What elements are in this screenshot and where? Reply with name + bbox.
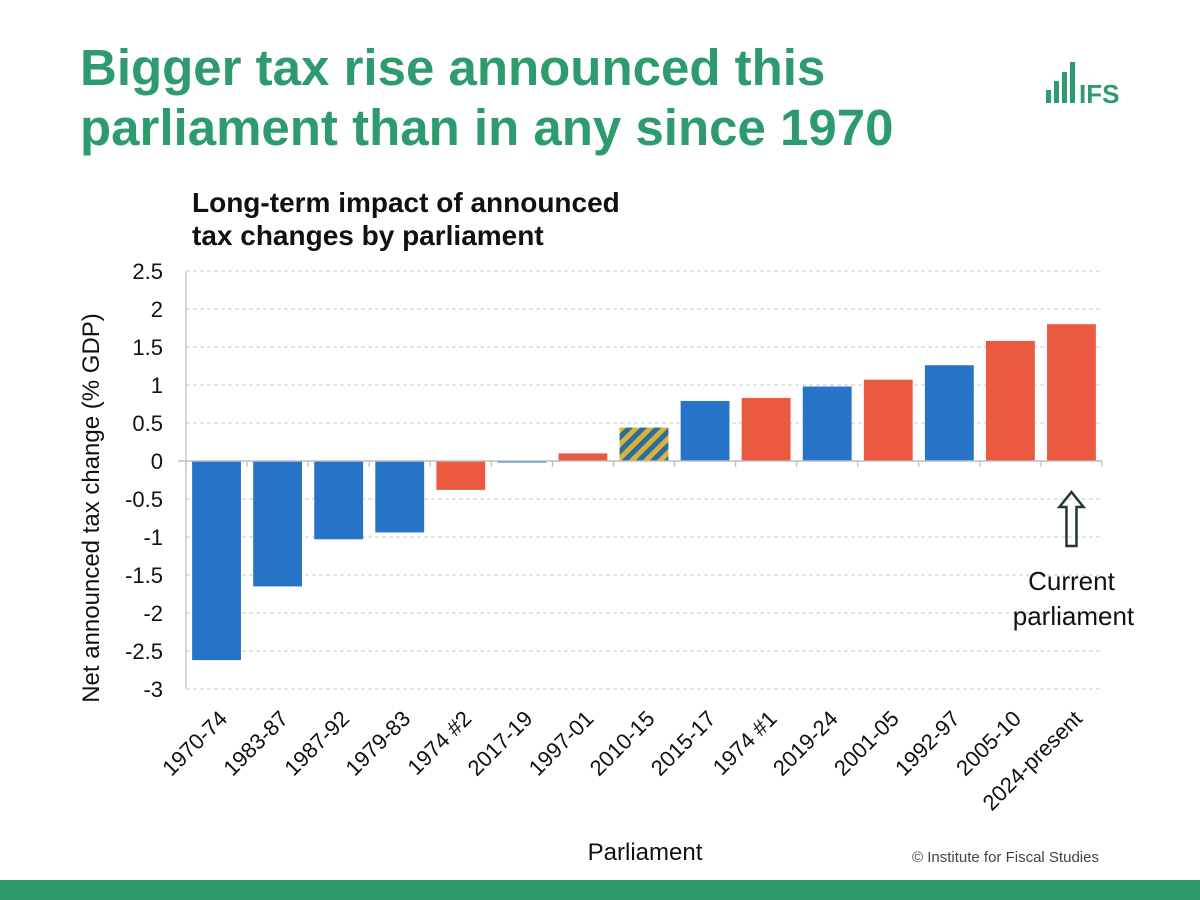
logo-bar-3 xyxy=(1062,72,1067,103)
annotation-line-2: parliament xyxy=(1013,601,1135,631)
chart-title-line-2: tax changes by parliament xyxy=(192,220,544,251)
bar-2015-17 xyxy=(680,400,730,461)
headline-line-2: parliament than in any since 1970 xyxy=(80,99,894,156)
x-tick-label: 1997-01 xyxy=(524,706,599,781)
y-tick-labels: 2.5 2 1.5 1 0.5 0 -0.5 -1 -1.5 -2 -2.5 -3 xyxy=(125,259,163,702)
headline: Bigger tax rise announced this parliamen… xyxy=(80,38,980,158)
y-tick-label: 1.5 xyxy=(132,335,163,360)
y-tick-label: -2 xyxy=(143,601,163,626)
current-parliament-annotation: Current parliament xyxy=(1013,489,1135,631)
copyright-notice: © Institute for Fiscal Studies xyxy=(912,849,1099,866)
logo-bar-4 xyxy=(1070,62,1075,103)
chart-title-line-1: Long-term impact of announced xyxy=(192,187,620,218)
chart-title: Long-term impact of announced tax change… xyxy=(192,186,752,252)
y-tick-label: -1 xyxy=(143,525,163,550)
y-tick-label: 2 xyxy=(151,297,163,322)
bar-2024-present xyxy=(1047,324,1096,461)
y-tick-label: -0.5 xyxy=(125,487,163,512)
logo-bar-1 xyxy=(1046,90,1051,103)
x-tick-label: 2010-15 xyxy=(585,706,660,781)
x-tick-label: 1979-83 xyxy=(340,706,415,781)
headline-line-1: Bigger tax rise announced this xyxy=(80,39,826,96)
x-tick-label: 1974 #1 xyxy=(708,706,782,780)
x-tick-label: 2019-24 xyxy=(768,706,843,781)
x-tick-label: 2001-05 xyxy=(829,706,904,781)
annotation-line-1: Current xyxy=(1028,566,1115,596)
bars xyxy=(192,324,1096,661)
bar-1992-97 xyxy=(924,365,974,461)
bar-2001-05 xyxy=(863,379,913,461)
bar-1979-83 xyxy=(375,461,425,533)
bar-1997-01 xyxy=(558,453,608,461)
y-axis-label: Net announced tax change (% GDP) xyxy=(78,313,105,703)
bar-1983-87 xyxy=(253,461,303,587)
logo-text: IFS xyxy=(1079,79,1119,104)
y-tick-label: -3 xyxy=(143,677,163,702)
footer-bar xyxy=(0,880,1200,900)
ifs-logo: IFS xyxy=(1046,62,1119,104)
x-axis-label: Parliament xyxy=(588,839,703,866)
bar-1970-74 xyxy=(192,461,241,661)
x-tick-label: 1970-74 xyxy=(157,706,232,781)
x-tick-label: 2017-19 xyxy=(463,706,538,781)
x-tick-label: 1992-97 xyxy=(890,706,965,781)
y-tick-label: 0.5 xyxy=(132,411,163,436)
bar-2019-24 xyxy=(802,386,852,461)
y-tick-label: -1.5 xyxy=(125,563,163,588)
y-tick-label: 1 xyxy=(151,373,163,398)
x-tick-label: 1987-92 xyxy=(279,706,354,781)
gridlines xyxy=(186,270,1102,690)
y-tick-label: 0 xyxy=(151,449,163,474)
y-tick-label: -2.5 xyxy=(125,639,163,664)
x-tick-label: 2015-17 xyxy=(646,706,721,781)
x-tick-label: 1983-87 xyxy=(218,706,293,781)
bar-1987-92 xyxy=(314,461,364,540)
bar-1974-2 xyxy=(436,461,486,490)
bar-1974-1 xyxy=(741,397,791,461)
bar-2010-15 xyxy=(619,427,669,461)
up-arrow-icon xyxy=(1056,489,1087,548)
logo-bar-2 xyxy=(1054,81,1059,103)
axes xyxy=(178,271,1103,689)
y-tick-label: 2.5 xyxy=(132,259,163,284)
x-tick-label: 1974 #2 xyxy=(402,706,476,780)
bar-2005-10 xyxy=(985,340,1035,461)
